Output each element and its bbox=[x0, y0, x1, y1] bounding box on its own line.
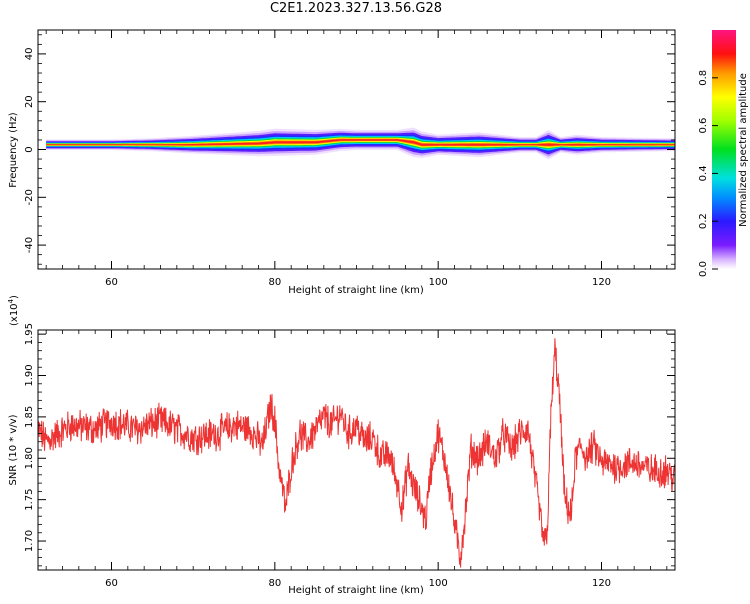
top-ytick-label: -40 bbox=[24, 237, 35, 253]
bot-xtick-label: 60 bbox=[105, 578, 118, 589]
colorbar-label: Normalized spectral amplitude bbox=[738, 73, 749, 227]
snr-y-multiplier: (x104) bbox=[7, 295, 20, 326]
band-core bbox=[46, 139, 675, 146]
bot-ytick-label: 1.95 bbox=[24, 323, 35, 345]
spectrogram-band bbox=[46, 127, 675, 160]
top-xtick-label: 100 bbox=[429, 277, 448, 288]
bot-ytick-label: 1.90 bbox=[24, 364, 35, 386]
bot-ytick-label: 1.70 bbox=[24, 530, 35, 552]
top-xtick-label: 120 bbox=[592, 277, 611, 288]
figure-title: C2E1.2023.327.13.56.G28 bbox=[269, 1, 443, 16]
top-xtick-label: 60 bbox=[105, 277, 118, 288]
top-ytick-label: -20 bbox=[24, 189, 35, 205]
bot-ytick-label: 1.75 bbox=[24, 489, 35, 511]
bot-ytick-label: 1.80 bbox=[24, 447, 35, 469]
bot-xtick-label: 100 bbox=[429, 578, 448, 589]
spectrogram-panel: 60 80 100 120 40 20 0 -20 -40 Height of straight… bbox=[8, 29, 676, 296]
snr-axes: 60 80 100 120 1.70 1.75 1.80 1.85 1.90 1.95 bbox=[24, 323, 675, 589]
top-ytick-label: 20 bbox=[24, 95, 35, 108]
bot-xtick-label: 120 bbox=[592, 578, 611, 589]
top-ytick-label: 0 bbox=[24, 146, 35, 152]
spectrogram-ylabel: Frequency (Hz) bbox=[8, 112, 19, 188]
bot-xtick-label: 80 bbox=[268, 578, 281, 589]
colorbar: 0.0 0.2 0.4 0.6 0.8 Normalized spectral ampl… bbox=[698, 30, 749, 277]
colorbar-gradient bbox=[712, 30, 736, 269]
top-xtick-label: 80 bbox=[268, 277, 281, 288]
colorbar-tick-label: 0.2 bbox=[698, 213, 709, 229]
spectrogram-axes: 60 80 100 120 40 20 0 -20 -40 bbox=[24, 30, 675, 288]
bot-ytick-label: 1.85 bbox=[24, 406, 35, 428]
colorbar-tick-label: 0.6 bbox=[698, 118, 709, 134]
snr-ylabel: SNR (10 * v/v) bbox=[8, 414, 19, 485]
colorbar-ticks: 0.0 0.2 0.4 0.6 0.8 bbox=[698, 70, 718, 277]
snr-series-line bbox=[38, 338, 675, 568]
colorbar-tick-label: 0.4 bbox=[698, 165, 709, 181]
snr-xlabel: Height of straight line (km) bbox=[288, 585, 424, 596]
colorbar-tick-label: 0.0 bbox=[698, 261, 709, 277]
colorbar-tick-label: 0.8 bbox=[698, 70, 709, 86]
spectrogram-xlabel: Height of straight line (km) bbox=[288, 285, 424, 296]
snr-frame bbox=[37, 329, 676, 571]
snr-panel: 60 80 100 120 1.70 1.75 1.80 1.85 1.90 1.95 Heigh… bbox=[7, 295, 676, 596]
top-ytick-label: 40 bbox=[24, 48, 35, 61]
